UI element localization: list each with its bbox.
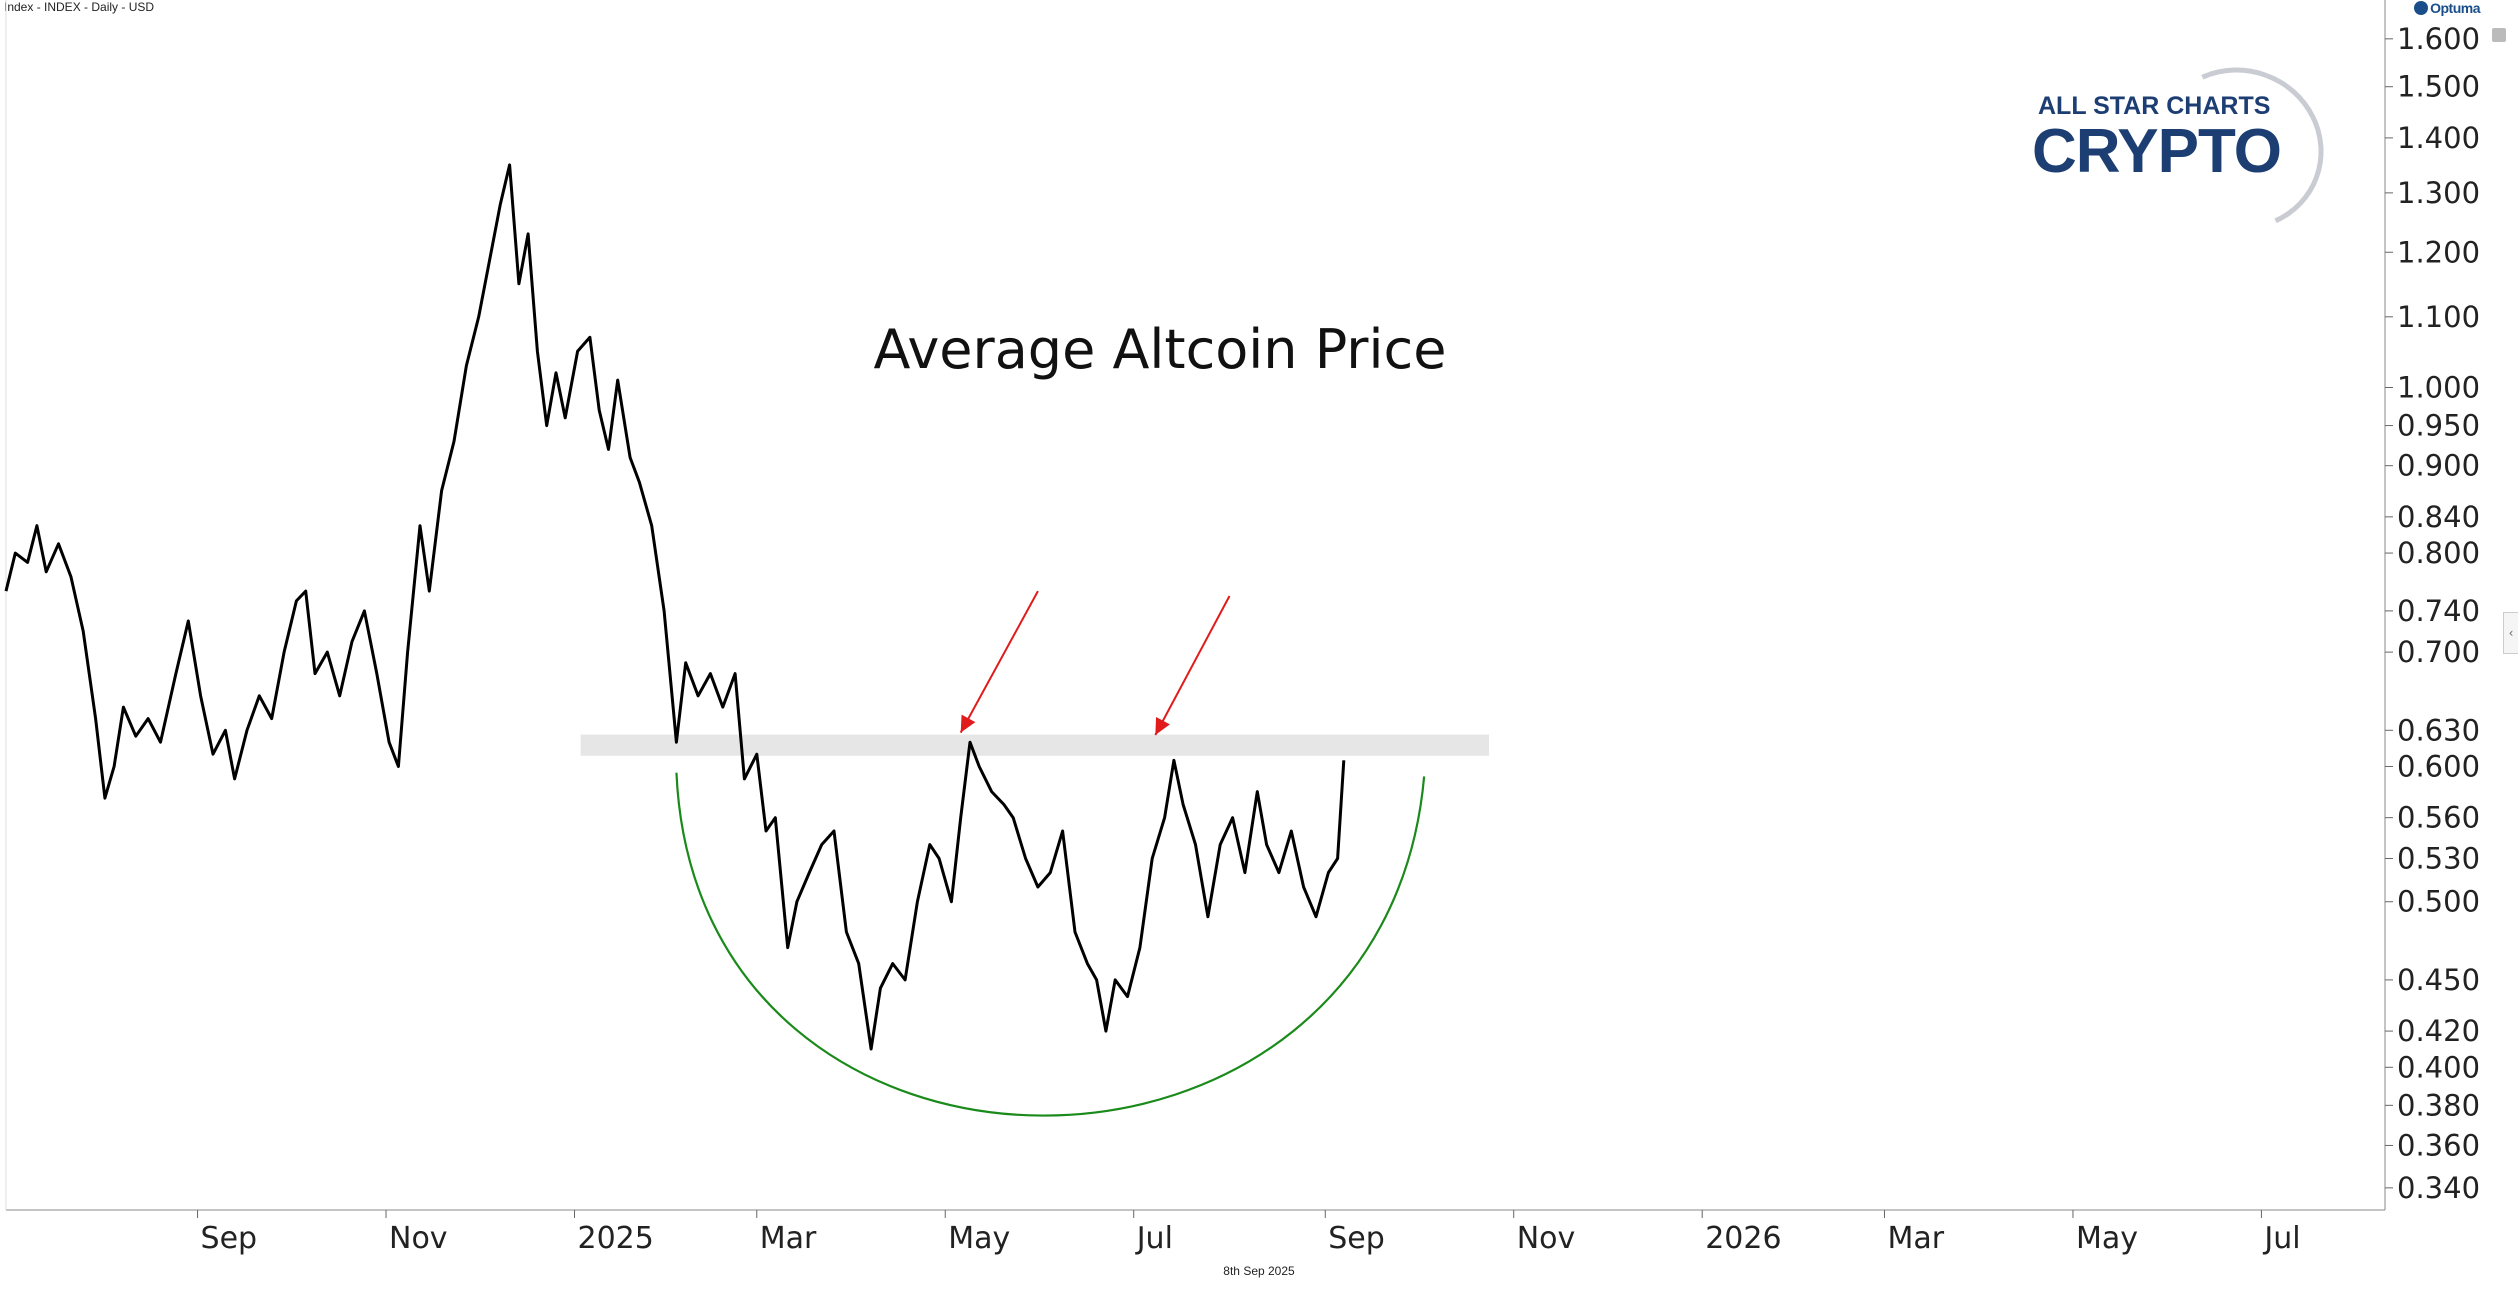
x-tick-label: Jul xyxy=(1135,1221,1173,1256)
y-tick-label: 0.380 xyxy=(2397,1088,2480,1122)
y-tick-label: 0.950 xyxy=(2397,409,2480,443)
y-tick-label: 1.100 xyxy=(2397,300,2480,334)
lock-icon[interactable] xyxy=(2492,28,2506,42)
y-tick-label: 0.450 xyxy=(2397,963,2480,997)
price-line xyxy=(4,163,1346,1051)
x-tick-label: Nov xyxy=(1517,1221,1576,1256)
x-tick-label: Nov xyxy=(389,1221,448,1256)
optuma-label: Optuma xyxy=(2430,0,2480,16)
arrow-annotations xyxy=(959,590,1231,736)
chart-date-footer: 8th Sep 2025 xyxy=(1223,1264,1295,1278)
y-tick-label: 1.500 xyxy=(2397,70,2480,104)
logo-line2: CRYPTO xyxy=(2032,117,2282,186)
y-tick-label: 0.740 xyxy=(2397,594,2480,628)
x-tick-label: Jul xyxy=(2262,1221,2300,1256)
y-tick-label: 0.800 xyxy=(2397,536,2480,570)
optuma-brand[interactable]: Optuma xyxy=(2414,0,2480,16)
y-tick-label: 0.360 xyxy=(2397,1128,2480,1162)
arrow-2-head xyxy=(1155,717,1170,736)
all-star-charts-crypto-logo: ALL STAR CHARTS CRYPTO xyxy=(2030,43,2347,255)
chart-title: Average Altcoin Price xyxy=(874,318,1447,381)
y-tick-label: 0.500 xyxy=(2397,885,2480,919)
y-tick-label: 0.560 xyxy=(2397,801,2480,835)
panel-collapse-chevron-icon[interactable]: ‹ xyxy=(2503,612,2518,654)
x-axis: Sep Nov 2025 Mar May Jul Sep Nov 2026 Mar May Jul xyxy=(197,1210,2301,1256)
y-tick-label: 1.400 xyxy=(2397,121,2480,155)
x-tick-label: Sep xyxy=(1328,1221,1385,1256)
x-tick-label: 2025 xyxy=(577,1221,653,1256)
resistance-band xyxy=(580,734,1490,756)
y-tick-label: 0.340 xyxy=(2397,1171,2480,1205)
arrow-2-shaft xyxy=(1154,595,1231,736)
y-tick-label: 0.600 xyxy=(2397,749,2480,783)
y-tick-label: 0.700 xyxy=(2397,635,2480,669)
logo-line1: ALL STAR CHARTS xyxy=(2038,92,2271,120)
instrument-header: Index - INDEX - Daily - USD xyxy=(4,0,155,14)
x-tick-label: Sep xyxy=(201,1221,258,1256)
y-tick-label: 0.530 xyxy=(2397,842,2480,876)
base-arc-layer xyxy=(675,772,1426,1117)
y-tick-label: 0.840 xyxy=(2397,500,2480,534)
y-axis: 1.600 1.500 1.400 1.300 1.200 1.100 1.000 0.950… xyxy=(2385,22,2480,1205)
resistance-band-layer xyxy=(580,734,1490,756)
x-tick-label: May xyxy=(2076,1221,2138,1256)
y-tick-label: 1.600 xyxy=(2397,22,2480,56)
x-tick-label: May xyxy=(948,1221,1010,1256)
optuma-icon xyxy=(2414,1,2429,15)
arrow-1-head xyxy=(960,714,976,733)
price-series xyxy=(4,163,1346,1051)
y-tick-label: 1.200 xyxy=(2397,235,2480,269)
axes-frame xyxy=(5,0,2386,1211)
arrow-1-shaft xyxy=(959,590,1039,734)
x-tick-label: Mar xyxy=(760,1221,817,1256)
x-tick-label: Mar xyxy=(1887,1221,1944,1256)
y-tick-label: 1.000 xyxy=(2397,371,2480,405)
y-tick-label: 0.630 xyxy=(2397,713,2480,747)
y-tick-label: 1.300 xyxy=(2397,176,2480,210)
y-tick-label: 0.900 xyxy=(2397,449,2480,483)
y-tick-label: 0.420 xyxy=(2397,1014,2480,1048)
base-arc xyxy=(675,772,1426,1117)
y-tick-label: 0.400 xyxy=(2397,1050,2480,1084)
x-tick-label: 2026 xyxy=(1705,1221,1781,1256)
